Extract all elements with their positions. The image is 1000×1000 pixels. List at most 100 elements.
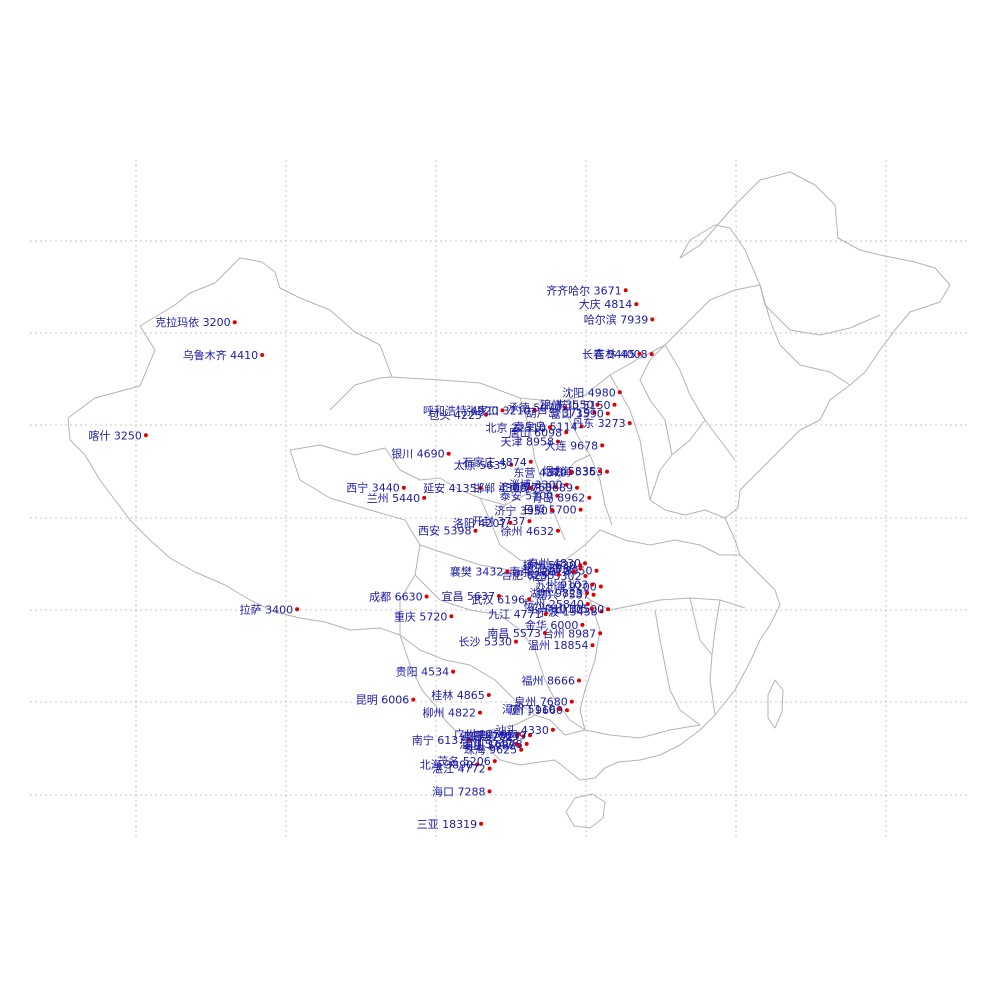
city-dot bbox=[517, 743, 522, 748]
city-label: 南宁 6137 bbox=[412, 733, 466, 747]
city-dot bbox=[515, 734, 520, 738]
city-label: 昆明 6006 bbox=[356, 694, 410, 707]
city-label: 洛阳 4207 bbox=[453, 516, 507, 530]
city-dot bbox=[467, 737, 472, 742]
city-dot bbox=[528, 486, 533, 490]
city-dot bbox=[591, 592, 596, 597]
province-line bbox=[329, 376, 393, 411]
city-dot bbox=[514, 639, 518, 644]
city-dot bbox=[446, 451, 451, 456]
city-dot bbox=[575, 485, 579, 490]
city-label: 镇江 5050 bbox=[523, 562, 577, 576]
city-label: 济南 7760 bbox=[499, 480, 553, 494]
city-label: 重庆 5720 bbox=[394, 609, 448, 623]
city-dot bbox=[577, 678, 581, 683]
city-label: 兰州 5440 bbox=[367, 492, 421, 505]
city-dot bbox=[295, 607, 300, 612]
city-label: 吉林 4008 bbox=[594, 347, 648, 361]
city-dot bbox=[479, 821, 484, 826]
city-dot bbox=[521, 734, 526, 739]
city-dot bbox=[590, 643, 595, 648]
city-label: 大庆 4814 bbox=[579, 297, 633, 311]
city-dot bbox=[605, 469, 609, 474]
city-dot bbox=[528, 733, 532, 738]
city-dot bbox=[556, 572, 561, 577]
province-line bbox=[649, 499, 726, 519]
city-label: 珠海 9625 bbox=[464, 743, 518, 757]
city-label: 北海 3890 bbox=[420, 758, 474, 772]
city-label: 烟台 5835 bbox=[542, 464, 596, 478]
city-dot bbox=[451, 669, 456, 674]
city-label: 常州 5302 bbox=[528, 570, 582, 583]
city-label: 泉州 7680 bbox=[514, 695, 568, 709]
city-dot bbox=[497, 594, 501, 598]
city-markers: 克拉玛依 3200 乌鲁木齐 4410 喀什 3250 拉萨 3400 西宁 3440兰… bbox=[88, 283, 655, 831]
city-dot bbox=[514, 742, 519, 746]
city-label: 太原 5635 bbox=[454, 459, 508, 472]
city-label: 徐州 4632 bbox=[501, 524, 555, 538]
city-dot bbox=[571, 569, 576, 574]
city-dot bbox=[528, 459, 533, 464]
city-label: 张家口 3210 bbox=[466, 403, 531, 417]
country-outline bbox=[67, 171, 951, 781]
city-dot bbox=[564, 430, 569, 435]
city-label: 哈尔滨 7939 bbox=[584, 312, 649, 326]
city-label: 台州 8987 bbox=[543, 626, 597, 640]
city-dot bbox=[595, 402, 600, 407]
city-label: 营口 3590 bbox=[550, 407, 604, 421]
city-label: 日照 5700 bbox=[523, 504, 577, 517]
province-line bbox=[579, 599, 601, 731]
city-label: 淄博 3300 bbox=[509, 479, 563, 492]
city-dot bbox=[475, 762, 480, 767]
city-dot bbox=[568, 470, 573, 475]
city-label: 苏州 9103 bbox=[535, 579, 589, 592]
city-label: 襄樊 3432 bbox=[450, 565, 504, 579]
province-line bbox=[759, 284, 851, 386]
city-label: 舟山 10500 bbox=[544, 602, 605, 616]
city-label: 长沙 5330 bbox=[459, 636, 513, 649]
city-label: 锦州 3550 bbox=[540, 398, 594, 412]
province-line bbox=[599, 529, 740, 556]
city-dot bbox=[550, 727, 555, 732]
city-label: 九江 4771 bbox=[488, 608, 542, 621]
city-dot bbox=[232, 320, 237, 325]
city-dot bbox=[484, 412, 488, 417]
city-label: 惠州 7649 bbox=[473, 728, 527, 742]
city-label: 葫芦岛 3719 bbox=[526, 405, 591, 419]
city-dot bbox=[411, 697, 416, 702]
city-dot bbox=[579, 424, 584, 429]
city-label: 石家庄 4874 bbox=[462, 455, 527, 469]
city-label: 乌鲁木齐 4410 bbox=[183, 348, 259, 362]
city-label: 海口 7288 bbox=[432, 784, 486, 798]
province-line bbox=[469, 714, 586, 741]
city-dot bbox=[597, 469, 602, 474]
city-dot bbox=[500, 408, 505, 413]
city-dot bbox=[605, 411, 610, 416]
city-label: 广州 12500 bbox=[454, 728, 515, 741]
province-line bbox=[414, 574, 556, 701]
city-label: 西宁 3440 bbox=[346, 481, 400, 495]
city-label: 柳州 4822 bbox=[423, 706, 477, 720]
city-dot bbox=[627, 421, 632, 426]
city-label: 呼和浩特 4920 bbox=[423, 403, 499, 417]
city-label: 武汉 6196 bbox=[472, 593, 526, 606]
city-label: 银川 4690 bbox=[391, 447, 445, 461]
city-dot bbox=[649, 352, 654, 357]
province-line bbox=[649, 419, 706, 501]
city-label: 东莞 7023 bbox=[466, 730, 520, 743]
city-label: 丹东 3273 bbox=[572, 417, 626, 430]
city-label: 拉萨 3400 bbox=[240, 602, 294, 616]
city-label: 秦皇岛 5114 bbox=[513, 419, 578, 433]
city-label: 合肥 6255 bbox=[501, 568, 555, 582]
city-dot bbox=[422, 495, 427, 500]
city-dot bbox=[556, 439, 560, 444]
city-label: 杭州 25840 bbox=[523, 597, 584, 611]
city-dot bbox=[487, 789, 492, 794]
city-label: 承德 5070 bbox=[508, 401, 562, 415]
city-dot bbox=[505, 569, 510, 574]
city-dot bbox=[478, 710, 482, 715]
city-dot bbox=[583, 561, 587, 566]
city-label: 齐齐哈尔 3671 bbox=[546, 283, 622, 297]
city-label: 克拉玛依 3200 bbox=[155, 315, 231, 329]
city-label: 长春 5445 bbox=[582, 348, 636, 361]
